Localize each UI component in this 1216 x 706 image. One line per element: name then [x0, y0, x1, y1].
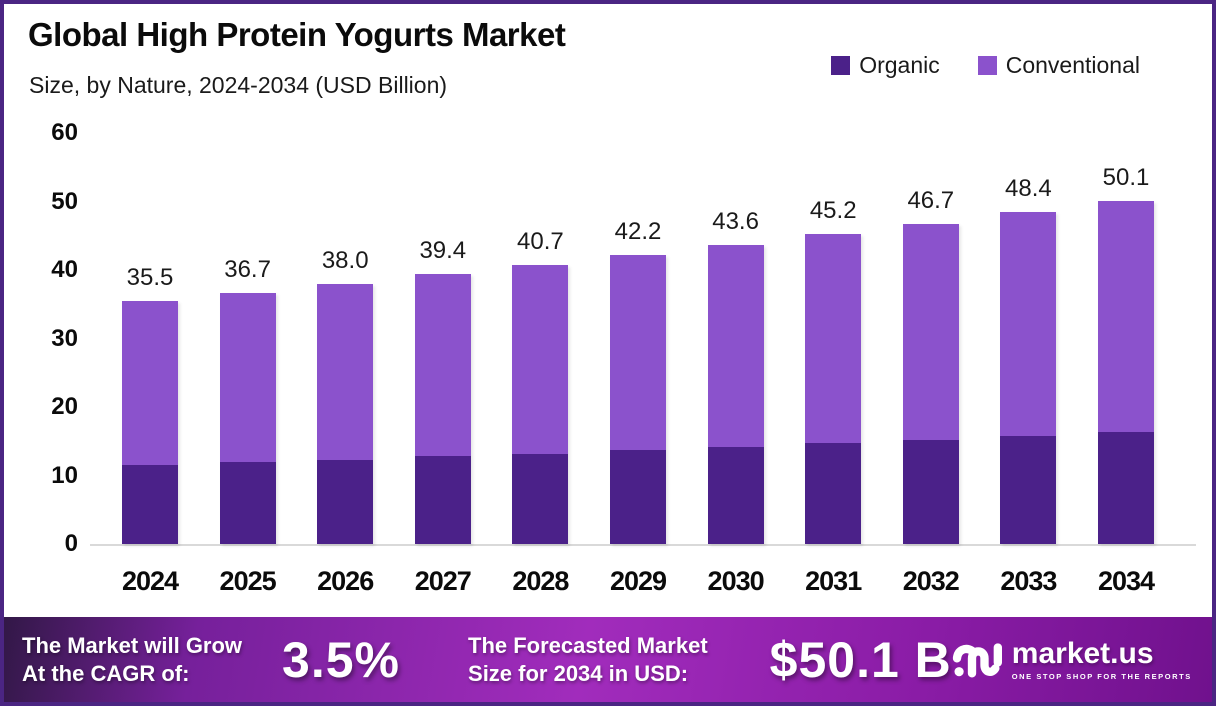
legend-swatch	[977, 56, 997, 75]
y-axis-tick-label: 50	[51, 187, 78, 215]
market-us-logo: market.us ONE STOP SHOP FOR THE REPORTS	[952, 638, 1192, 682]
x-axis-label-2028: 2028	[512, 566, 569, 596]
bar-segment-organic	[1098, 431, 1154, 544]
cagr-value: 3.5%	[282, 631, 401, 688]
logo-tagline: ONE STOP SHOP FOR THE REPORTS	[1011, 671, 1192, 681]
bar-2029	[610, 254, 666, 544]
bar-segment-conventional	[902, 224, 959, 440]
y-axis-tick-label: 60	[51, 119, 78, 146]
legend-label: Conventional	[1005, 52, 1140, 78]
y-axis-tick-label: 10	[51, 461, 78, 489]
legend: Organic Conventional	[831, 52, 1140, 79]
page-subtitle: Size, by Nature, 2024-2034 (USD Billion)	[29, 72, 448, 98]
bottom-banner: The Market will Grow At the CAGR of: 3.5…	[4, 617, 1212, 702]
bar-2025	[219, 292, 276, 544]
bar-segment-conventional	[1098, 200, 1154, 432]
legend-swatch	[831, 56, 851, 75]
bar-2026	[317, 283, 374, 544]
logo-name: market.us	[1011, 636, 1154, 670]
x-axis-label-2032: 2032	[902, 566, 960, 596]
legend-item-conventional: Conventional	[977, 52, 1140, 79]
forecast-label: The Forecasted Market Size for 2034 in U…	[468, 633, 708, 686]
bar-total-label: 38.0	[321, 246, 369, 274]
bar-total-label: 48.4	[1005, 175, 1052, 203]
cagr-label: The Market will Grow At the CAGR of:	[22, 633, 243, 686]
x-axis-label-2027: 2027	[414, 566, 472, 596]
forecast-value: $50.1 B	[769, 631, 952, 688]
bar-2027	[414, 274, 471, 544]
bar-segment-organic	[1000, 435, 1057, 544]
bar-segment-conventional	[1000, 212, 1057, 436]
x-axis-label-2034: 2034	[1097, 566, 1155, 596]
stacked-bar-chart: 0 10 20 30 40 50 60 35.5 2024 36.7 2025 38.0 2026 39.…	[4, 4, 1212, 702]
legend-item-organic: Organic	[831, 52, 940, 79]
bar-segment-conventional	[805, 234, 862, 444]
y-axis-tick-label: 0	[64, 530, 78, 557]
page-title: Global High Protein Yogurts Market	[28, 16, 566, 53]
x-axis-label-2033: 2033	[1000, 566, 1057, 596]
bar-total-label: 42.2	[614, 217, 662, 245]
bar-total-label: 46.7	[907, 187, 955, 215]
bar-segment-conventional	[317, 283, 374, 460]
bar-segment-organic	[414, 456, 471, 544]
bar-segment-conventional	[414, 274, 471, 457]
bar-total-label: 50.1	[1102, 163, 1150, 191]
bar-segment-conventional	[707, 245, 764, 447]
x-axis-baseline	[90, 544, 1196, 546]
bar-segment-organic	[610, 450, 666, 544]
bar-total-label: 43.6	[712, 208, 759, 236]
bar-total-label: 45.2	[809, 197, 857, 225]
legend-label: Organic	[859, 52, 940, 78]
bar-segment-conventional	[122, 300, 178, 466]
y-axis-tick-label: 40	[51, 256, 78, 283]
y-axis-tick-label: 20	[51, 393, 78, 420]
x-axis-label-2024: 2024	[121, 566, 179, 596]
bar-total-label: 39.4	[419, 237, 467, 265]
x-axis-label-2030: 2030	[707, 566, 765, 596]
bar-2031	[805, 234, 862, 544]
market-us-logo-icon	[952, 642, 1002, 677]
bar-segment-organic	[902, 439, 959, 544]
bar-segment-organic	[219, 462, 276, 544]
bar-segment-organic	[512, 453, 569, 544]
bar-total-label: 36.7	[224, 255, 271, 283]
bar-segment-organic	[805, 443, 862, 544]
bar-2024	[122, 300, 178, 544]
bar-segment-conventional	[610, 254, 666, 451]
bar-2034	[1098, 200, 1154, 544]
bar-segment-conventional	[219, 292, 276, 463]
bar-2033	[1000, 212, 1057, 544]
bar-total-label: 40.7	[517, 228, 564, 256]
bar-segment-conventional	[512, 265, 569, 454]
bar-2028	[512, 265, 569, 544]
x-axis-label-2026: 2026	[317, 566, 374, 596]
x-axis-label-2029: 2029	[609, 566, 667, 596]
bar-total-label: 35.5	[126, 263, 174, 291]
x-axis-label-2025: 2025	[219, 566, 277, 596]
bar-segment-organic	[122, 465, 178, 544]
bar-2032	[902, 224, 959, 544]
bar-segment-organic	[707, 446, 764, 544]
bar-segment-organic	[317, 459, 374, 544]
y-axis-tick-label: 30	[51, 324, 78, 352]
bar-2030	[707, 245, 764, 544]
x-axis-label-2031: 2031	[805, 566, 862, 596]
